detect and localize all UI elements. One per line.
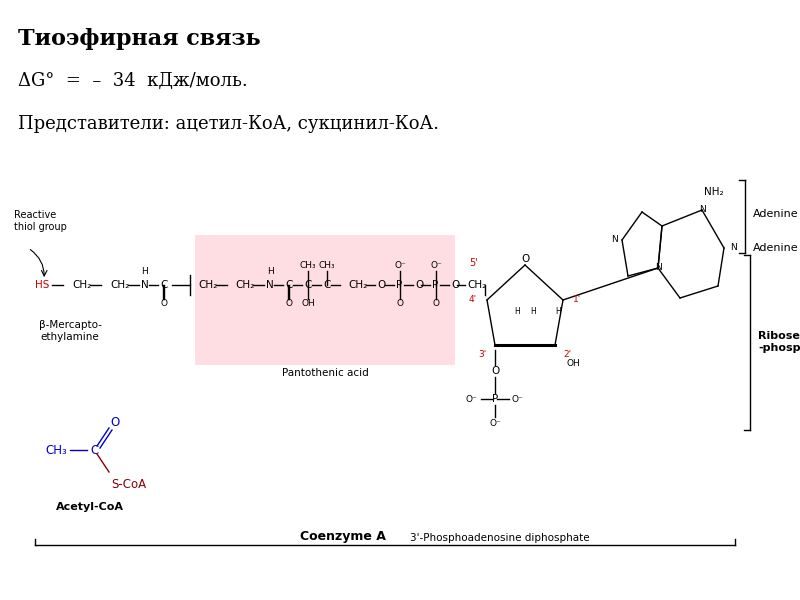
Text: Coenzyme A: Coenzyme A <box>300 530 386 543</box>
Text: O⁻: O⁻ <box>394 260 406 269</box>
Text: CH₃: CH₃ <box>300 260 316 269</box>
Text: O⁻: O⁻ <box>489 419 501 427</box>
Text: Adenine: Adenine <box>753 209 798 219</box>
Text: CH₂: CH₂ <box>198 280 218 290</box>
Text: O: O <box>161 298 167 307</box>
Text: O: O <box>377 280 386 290</box>
Text: O: O <box>415 280 423 290</box>
Text: Тиоэфирная связь: Тиоэфирная связь <box>18 28 261 50</box>
Text: H: H <box>514 307 520 317</box>
Text: 3'-Phosphoadenosine diphosphate: 3'-Phosphoadenosine diphosphate <box>410 533 590 543</box>
Text: C: C <box>304 280 311 290</box>
Text: N: N <box>654 263 662 272</box>
Text: Acetyl-CoA: Acetyl-CoA <box>56 502 124 512</box>
Text: O: O <box>491 366 499 376</box>
Text: Ribose 3'
-phosphate: Ribose 3' -phosphate <box>758 331 800 353</box>
Bar <box>195 235 455 365</box>
Text: 2': 2' <box>563 350 571 359</box>
Text: Представители: ацетил-КоА, сукцинил-КоА.: Представители: ацетил-КоА, сукцинил-КоА. <box>18 115 439 133</box>
Text: P: P <box>492 394 498 404</box>
Text: O: O <box>433 298 439 307</box>
Text: C: C <box>323 280 330 290</box>
Text: N: N <box>730 244 737 253</box>
Text: P: P <box>396 280 402 290</box>
Text: H: H <box>266 266 274 275</box>
Text: Adenine: Adenine <box>753 243 798 253</box>
Text: C: C <box>160 280 167 290</box>
Text: 3': 3' <box>478 350 487 359</box>
Text: Pantothenic acid: Pantothenic acid <box>282 368 368 378</box>
Text: C: C <box>285 280 292 290</box>
Text: O⁻: O⁻ <box>511 395 522 403</box>
Text: P: P <box>432 280 438 290</box>
Text: CH₂: CH₂ <box>235 280 254 290</box>
Text: O: O <box>451 280 459 290</box>
Text: HS: HS <box>35 280 50 290</box>
Text: O: O <box>110 415 120 428</box>
Text: O: O <box>397 298 403 307</box>
Text: CH₂: CH₂ <box>72 280 91 290</box>
Text: OH: OH <box>566 358 580 367</box>
Text: H: H <box>142 266 148 275</box>
Text: CH₂: CH₂ <box>348 280 367 290</box>
Text: β-Mercapto-
ethylamine: β-Mercapto- ethylamine <box>38 320 102 343</box>
Text: CH₃: CH₃ <box>318 260 335 269</box>
Text: 5': 5' <box>470 258 478 268</box>
Text: O⁻: O⁻ <box>466 395 477 403</box>
Text: H: H <box>555 307 561 317</box>
Text: O: O <box>521 254 529 264</box>
Text: N: N <box>141 280 149 290</box>
Text: ΔG°  =  –  34  кДж/моль.: ΔG° = – 34 кДж/моль. <box>18 72 248 90</box>
Text: NH₂: NH₂ <box>704 187 724 197</box>
Text: H: H <box>530 307 536 317</box>
Text: O⁻: O⁻ <box>430 260 442 269</box>
Text: N: N <box>698 205 706 214</box>
Text: O: O <box>286 298 293 307</box>
Text: CH₂: CH₂ <box>110 280 130 290</box>
Text: OH: OH <box>301 298 315 307</box>
Text: N: N <box>266 280 274 290</box>
Text: C: C <box>90 443 98 457</box>
Text: N: N <box>611 235 618 245</box>
Text: CH₃: CH₃ <box>46 443 67 457</box>
Text: Reactive
thiol group: Reactive thiol group <box>14 210 67 232</box>
Text: S-CoA: S-CoA <box>111 478 146 491</box>
Text: CH₂: CH₂ <box>467 280 486 290</box>
Text: 4': 4' <box>469 295 477 304</box>
Text: 1': 1' <box>573 295 582 304</box>
